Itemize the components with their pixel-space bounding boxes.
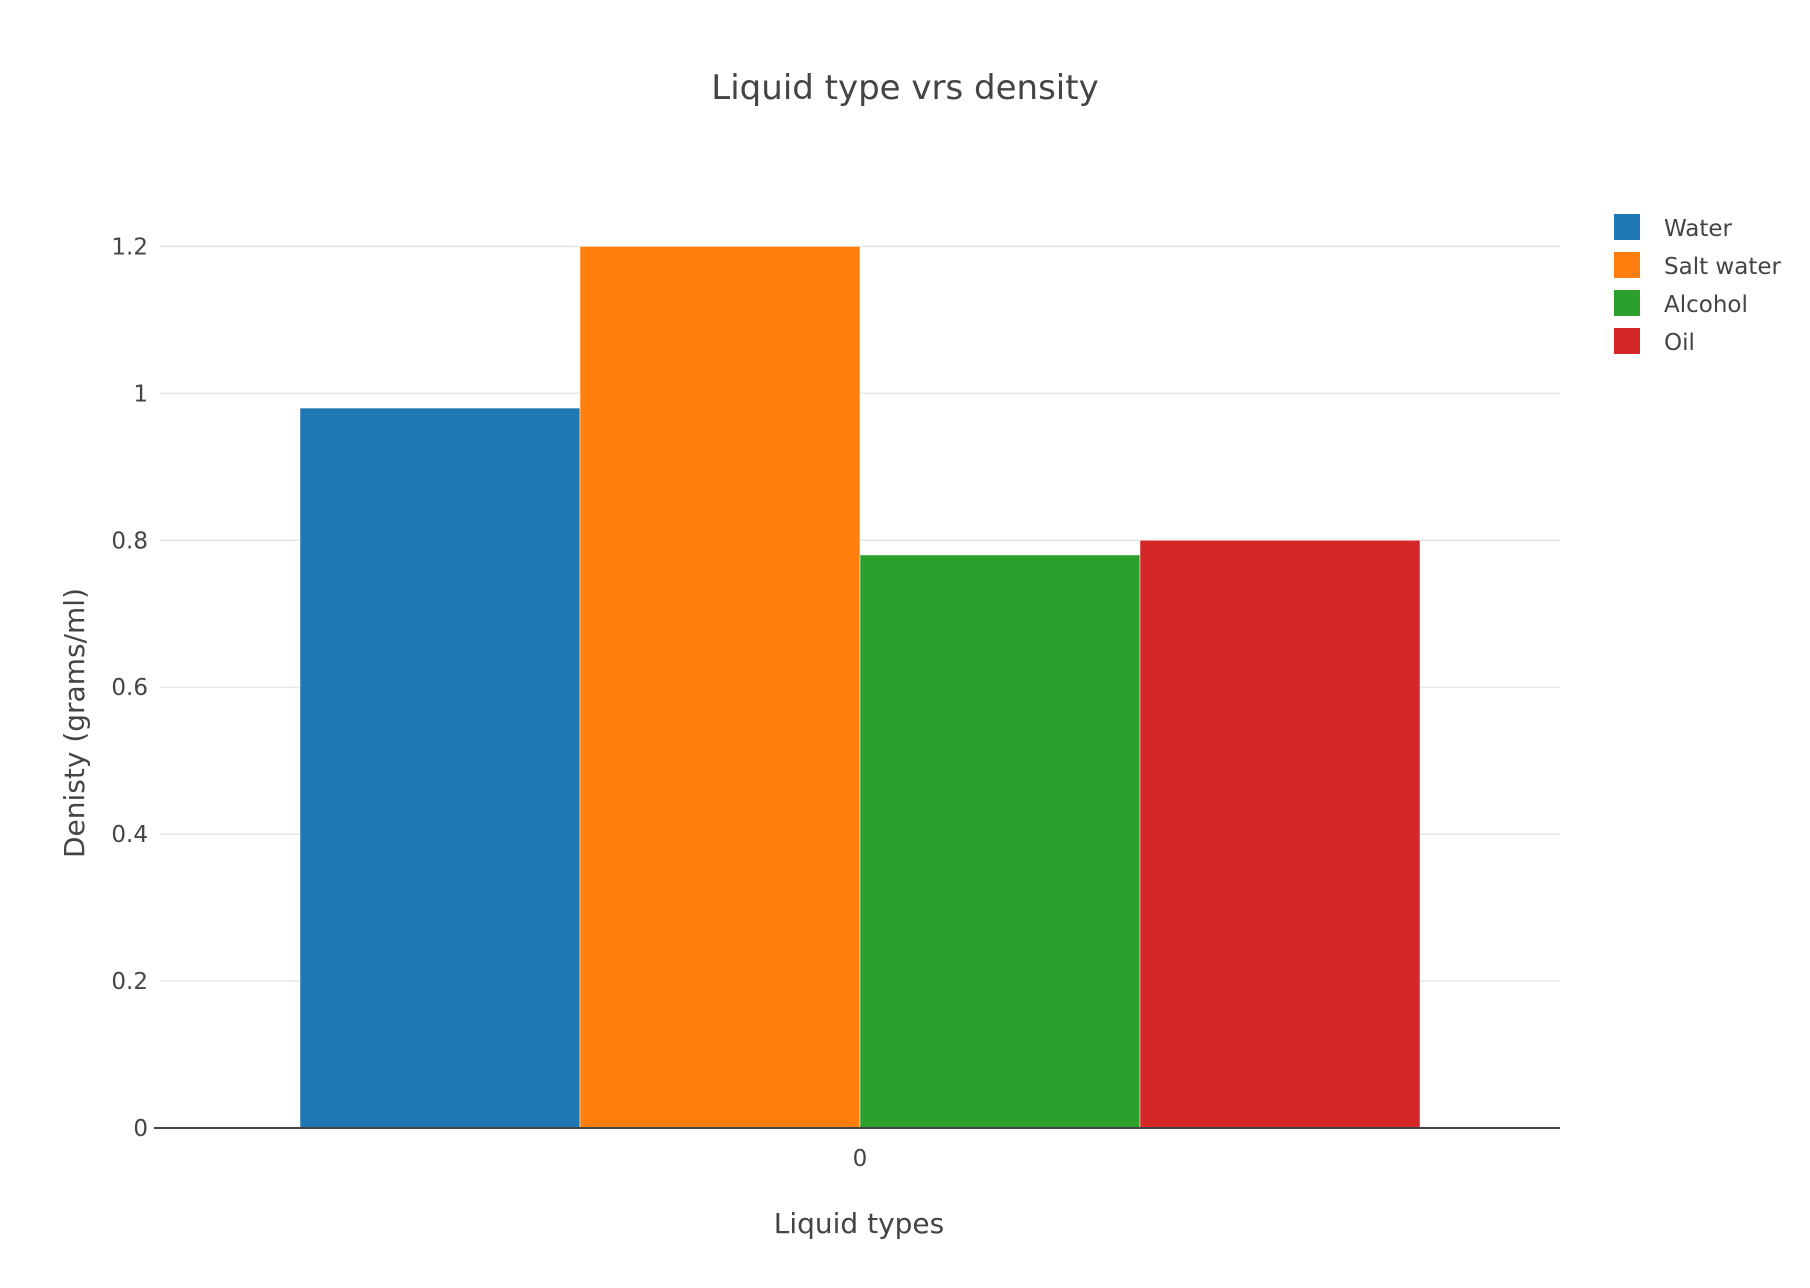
bar-salt-water[interactable] (579, 246, 861, 1129)
x-tick-label: 0 (853, 1146, 868, 1172)
y-tick-label: 0.6 (111, 675, 148, 701)
legend-swatch (1614, 252, 1640, 278)
legend-label: Water (1664, 216, 1733, 242)
legend-item-salt-water[interactable]: Salt water (1614, 252, 1781, 280)
y-tick-label: 0.4 (111, 822, 148, 848)
legend-label: Salt water (1664, 254, 1781, 280)
legend-label: Oil (1664, 330, 1695, 356)
legend-swatch (1614, 290, 1640, 316)
bar-alcohol[interactable] (859, 554, 1141, 1129)
bars (299, 246, 1421, 1129)
x-tick-labels: 0 (853, 1146, 868, 1172)
y-tick-label: 0.2 (111, 969, 148, 995)
legend-item-alcohol[interactable]: Alcohol (1614, 290, 1748, 318)
legend-item-oil[interactable]: Oil (1614, 328, 1695, 356)
y-axis-label: Denisty (grams/ml) (58, 588, 91, 858)
legend-label: Alcohol (1664, 292, 1748, 318)
bar-water[interactable] (299, 407, 581, 1129)
chart-title: Liquid type vrs density (711, 68, 1098, 108)
y-tick-label: 0.8 (111, 528, 148, 554)
y-tick-label: 1.2 (111, 234, 148, 260)
legend-item-water[interactable]: Water (1614, 214, 1733, 242)
y-tick-label: 0 (133, 1116, 148, 1142)
legend-swatch (1614, 214, 1640, 240)
legend-swatch (1614, 328, 1640, 354)
bar-oil[interactable] (1139, 540, 1421, 1129)
y-tick-labels: 0 0.2 0.4 0.6 0.8 1 1.2 (111, 234, 148, 1142)
y-tick-label: 1 (133, 381, 148, 407)
x-axis-label: Liquid types (774, 1207, 945, 1240)
legend[interactable]: Water Salt water Alcohol Oil (1614, 214, 1781, 356)
